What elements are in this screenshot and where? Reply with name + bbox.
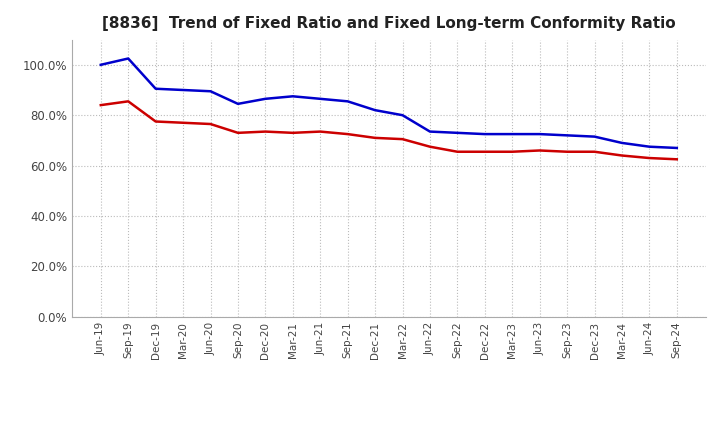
Fixed Ratio bbox=[343, 99, 352, 104]
Fixed Ratio bbox=[426, 129, 434, 134]
Fixed Long-term Conformity Ratio bbox=[536, 148, 544, 153]
Fixed Long-term Conformity Ratio bbox=[124, 99, 132, 104]
Fixed Ratio bbox=[289, 94, 297, 99]
Fixed Ratio bbox=[536, 132, 544, 137]
Fixed Ratio bbox=[261, 96, 270, 102]
Fixed Ratio bbox=[563, 133, 572, 138]
Fixed Ratio bbox=[206, 88, 215, 94]
Fixed Long-term Conformity Ratio bbox=[233, 130, 242, 136]
Fixed Long-term Conformity Ratio bbox=[206, 121, 215, 127]
Fixed Ratio bbox=[316, 96, 325, 102]
Fixed Long-term Conformity Ratio bbox=[480, 149, 489, 154]
Fixed Ratio bbox=[453, 130, 462, 136]
Fixed Long-term Conformity Ratio bbox=[672, 157, 681, 162]
Fixed Ratio bbox=[96, 62, 105, 67]
Fixed Long-term Conformity Ratio bbox=[96, 103, 105, 108]
Fixed Ratio bbox=[618, 140, 626, 146]
Fixed Long-term Conformity Ratio bbox=[426, 144, 434, 149]
Fixed Long-term Conformity Ratio bbox=[261, 129, 270, 134]
Fixed Long-term Conformity Ratio bbox=[316, 129, 325, 134]
Fixed Long-term Conformity Ratio bbox=[289, 130, 297, 136]
Line: Fixed Long-term Conformity Ratio: Fixed Long-term Conformity Ratio bbox=[101, 101, 677, 159]
Fixed Ratio bbox=[672, 145, 681, 150]
Fixed Long-term Conformity Ratio bbox=[563, 149, 572, 154]
Fixed Ratio bbox=[480, 132, 489, 137]
Fixed Long-term Conformity Ratio bbox=[453, 149, 462, 154]
Fixed Long-term Conformity Ratio bbox=[179, 120, 187, 125]
Fixed Long-term Conformity Ratio bbox=[151, 119, 160, 124]
Fixed Ratio bbox=[508, 132, 516, 137]
Fixed Long-term Conformity Ratio bbox=[645, 155, 654, 161]
Fixed Ratio bbox=[645, 144, 654, 149]
Fixed Ratio bbox=[124, 56, 132, 61]
Fixed Long-term Conformity Ratio bbox=[618, 153, 626, 158]
Fixed Ratio bbox=[151, 86, 160, 92]
Line: Fixed Ratio: Fixed Ratio bbox=[101, 59, 677, 148]
Fixed Long-term Conformity Ratio bbox=[343, 132, 352, 137]
Fixed Long-term Conformity Ratio bbox=[508, 149, 516, 154]
Fixed Ratio bbox=[371, 107, 379, 113]
Fixed Ratio bbox=[233, 101, 242, 106]
Fixed Long-term Conformity Ratio bbox=[371, 135, 379, 140]
Fixed Ratio bbox=[179, 88, 187, 93]
Fixed Long-term Conformity Ratio bbox=[590, 149, 599, 154]
Fixed Ratio bbox=[590, 134, 599, 139]
Fixed Ratio bbox=[398, 113, 407, 118]
Fixed Long-term Conformity Ratio bbox=[398, 136, 407, 142]
Title: [8836]  Trend of Fixed Ratio and Fixed Long-term Conformity Ratio: [8836] Trend of Fixed Ratio and Fixed Lo… bbox=[102, 16, 675, 32]
